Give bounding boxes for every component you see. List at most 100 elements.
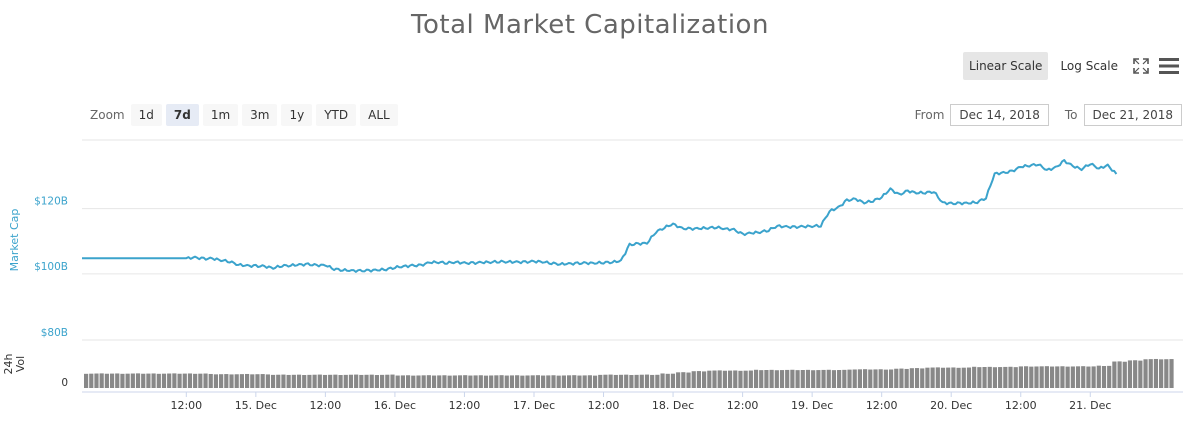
- vol-bar: [748, 370, 753, 388]
- vol-bar: [572, 375, 577, 388]
- vol-bar: [291, 374, 296, 388]
- from-date-input[interactable]: Dec 14, 2018: [950, 104, 1049, 126]
- vol-bar: [172, 373, 177, 388]
- vol-bar: [187, 373, 193, 388]
- vol-bar: [546, 375, 551, 388]
- vol-tick-label: 0: [61, 377, 68, 389]
- vol-bar: [509, 375, 515, 388]
- vol-bar: [665, 373, 670, 388]
- zoom-1y-button[interactable]: 1y: [281, 104, 313, 126]
- vol-bar: [888, 369, 894, 388]
- vol-bar: [598, 374, 603, 388]
- vol-bar: [582, 375, 587, 388]
- vol-bar: [977, 367, 982, 388]
- vol-bar: [364, 374, 369, 388]
- vol-bar: [203, 373, 208, 388]
- vol-bar: [89, 373, 94, 388]
- vol-bar: [1138, 360, 1143, 388]
- vol-bar: [951, 367, 956, 388]
- x-tick-label: 12:00: [588, 399, 620, 412]
- x-tick-label: 12:00: [170, 399, 202, 412]
- vol-bar: [141, 373, 146, 388]
- to-date-input[interactable]: Dec 21, 2018: [1083, 104, 1182, 126]
- zoom-all-button[interactable]: ALL: [360, 104, 398, 126]
- market-cap-line: [82, 159, 1118, 273]
- x-tick-label: 17. Dec: [513, 399, 555, 412]
- vol-bar: [245, 373, 250, 388]
- vol-bar: [193, 373, 198, 388]
- vol-bar: [566, 375, 572, 388]
- vol-bar: [198, 373, 203, 388]
- vol-bar: [1133, 360, 1138, 388]
- vol-bar: [302, 375, 307, 388]
- vol-bar: [686, 372, 691, 388]
- vol-bar: [541, 375, 546, 388]
- x-tick-label: 12:00: [866, 399, 898, 412]
- vol-bar: [608, 374, 613, 388]
- log-scale-button[interactable]: Log Scale: [1060, 59, 1118, 73]
- vol-bar: [961, 367, 966, 388]
- vol-bar: [380, 374, 385, 388]
- vol-bar: [712, 370, 717, 388]
- vol-bar: [670, 373, 676, 388]
- vol-bar: [520, 375, 525, 388]
- vol-bar: [717, 370, 722, 388]
- vol-bar: [644, 374, 650, 388]
- vol-bar: [883, 369, 888, 388]
- vol-bar: [837, 370, 842, 388]
- vol-bar: [167, 373, 172, 388]
- vol-bar: [774, 370, 779, 388]
- vol-bar: [146, 373, 151, 388]
- vol-bar: [224, 374, 229, 388]
- zoom-ytd-button[interactable]: YTD: [316, 104, 357, 126]
- vol-bar: [499, 375, 504, 388]
- fullscreen-icon[interactable]: [1130, 55, 1152, 77]
- vol-bar: [982, 367, 987, 388]
- x-tick-label: 16. Dec: [374, 399, 416, 412]
- zoom-3m-button[interactable]: 3m: [242, 104, 278, 126]
- vol-bar: [857, 369, 863, 388]
- vol-bar: [390, 374, 395, 388]
- zoom-1d-button[interactable]: 1d: [130, 104, 162, 126]
- vol-bar: [707, 370, 712, 388]
- vol-bar: [873, 369, 878, 388]
- vol-bar: [1107, 365, 1112, 388]
- vol-bar: [925, 367, 930, 388]
- vol-bar: [234, 374, 239, 388]
- vol-bar: [1164, 359, 1169, 388]
- vol-bar: [1159, 359, 1164, 388]
- vol-bar: [805, 369, 811, 388]
- vol-bar: [992, 367, 998, 388]
- vol-bar: [556, 375, 561, 388]
- vol-bar: [1127, 360, 1133, 388]
- from-label: From: [914, 108, 945, 122]
- x-tick-label: 12:00: [310, 399, 342, 412]
- vol-bar: [935, 367, 940, 388]
- vol-bar: [702, 371, 707, 388]
- x-tick-label: 21. Dec: [1069, 399, 1111, 412]
- vol-bar: [618, 374, 624, 388]
- x-tick-label: 20. Dec: [930, 399, 972, 412]
- vol-bar: [94, 373, 99, 388]
- vol-bar: [1117, 361, 1122, 388]
- zoom-1m-button[interactable]: 1m: [202, 104, 239, 126]
- vol-bar: [738, 370, 743, 388]
- vol-bar: [219, 374, 224, 388]
- vol-bar: [852, 369, 857, 388]
- menu-icon[interactable]: [1158, 55, 1180, 77]
- vol-bar: [592, 375, 598, 388]
- vol-bar: [940, 367, 946, 388]
- scale-toolbar: Linear Scale Log Scale: [963, 52, 1180, 80]
- vol-bar: [405, 375, 411, 388]
- vol-bar: [561, 375, 566, 388]
- vol-bar: [795, 370, 800, 388]
- vol-bar: [489, 375, 494, 388]
- vol-bar: [1044, 366, 1049, 388]
- vol-bar: [811, 370, 816, 388]
- vol-bar: [250, 374, 255, 388]
- zoom-label: Zoom: [90, 108, 125, 122]
- zoom-7d-button[interactable]: 7d: [165, 104, 199, 126]
- vol-bar: [1013, 367, 1018, 388]
- linear-scale-button[interactable]: Linear Scale: [963, 52, 1049, 80]
- vol-bar: [286, 374, 291, 388]
